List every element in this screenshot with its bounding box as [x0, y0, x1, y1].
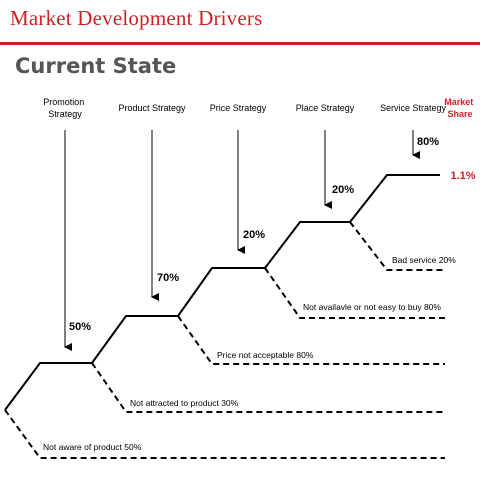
- loss-branch-price: [177, 315, 445, 365]
- slide-title: Market Development Drivers: [10, 6, 263, 30]
- driver-label-price: Price Strategy: [210, 103, 267, 113]
- slide-subtitle: Current State: [15, 54, 177, 78]
- loss-label-product: Not attracted to product 30%: [130, 398, 239, 408]
- loss-label-promotion: Not aware of product 50%: [43, 442, 142, 452]
- loss-branch-service: [349, 221, 445, 271]
- loss-label-price: Price not acceptable 80%: [217, 350, 314, 360]
- driver-label-promotion: Promotion Strategy: [43, 97, 87, 119]
- loss-branch-place: [264, 267, 445, 319]
- loss-branch-product: [91, 362, 445, 413]
- driver-label-place: Place Strategy: [296, 103, 355, 113]
- rate-place: 20%: [332, 184, 354, 196]
- market-share-label: Market Share: [444, 97, 476, 119]
- rate-promotion: 50%: [69, 321, 91, 333]
- loss-label-service: Bad service 20%: [392, 255, 456, 265]
- market-share-value: 1.1%: [450, 170, 475, 182]
- retained-path: [4, 174, 440, 411]
- driver-label-service: Service Strategy: [380, 103, 447, 113]
- loss-label-place: Not availavle or not easy to buy 80%: [303, 302, 441, 312]
- title-divider: [0, 42, 480, 45]
- rate-service: 80%: [417, 136, 439, 148]
- rate-product: 70%: [157, 272, 179, 284]
- rate-price: 20%: [243, 229, 265, 241]
- driver-label-product: Product Strategy: [118, 103, 186, 113]
